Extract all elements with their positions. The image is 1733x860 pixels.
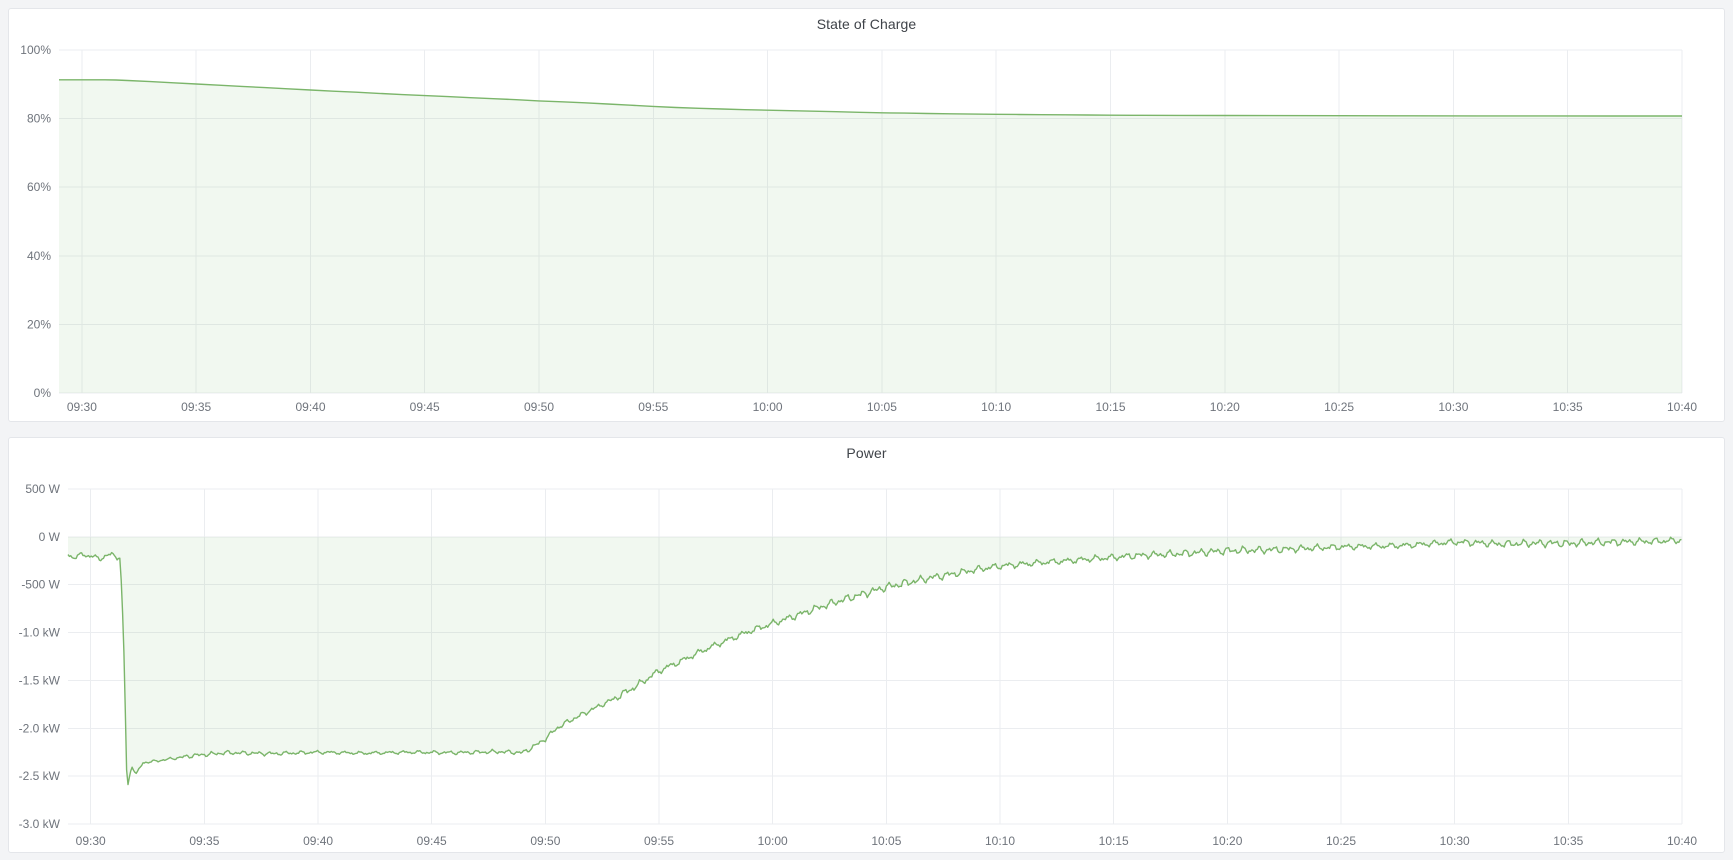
power-x-axis-labels: 09:30 09:35 09:40 09:45 09:50 09:55 10:00 10:05… [76,834,1698,848]
svg-text:10:40: 10:40 [1667,834,1697,848]
svg-text:10:20: 10:20 [1212,834,1242,848]
svg-text:0 W: 0 W [39,530,61,544]
svg-text:09:40: 09:40 [295,400,325,414]
svg-text:09:50: 09:50 [530,834,560,848]
soc-y-axis-labels: 100% 80% 60% 40% 20% 0% [20,43,51,400]
svg-text:10:05: 10:05 [871,834,901,848]
soc-series-fill [59,79,1682,394]
svg-text:-500 W: -500 W [21,578,60,592]
power-series-line [67,536,1682,786]
svg-text:10:30: 10:30 [1440,834,1470,848]
svg-text:-1.5 kW: -1.5 kW [19,673,61,687]
svg-text:10:35: 10:35 [1553,400,1583,414]
svg-text:09:45: 09:45 [417,834,447,848]
svg-text:-1.0 kW: -1.0 kW [19,626,61,640]
soc-x-axis-labels: 09:30 09:35 09:40 09:45 09:50 09:55 10:00 10:05… [67,400,1697,414]
svg-text:80%: 80% [27,112,51,126]
svg-text:-2.0 kW: -2.0 kW [19,721,61,735]
svg-text:09:35: 09:35 [181,400,211,414]
svg-text:09:55: 09:55 [644,834,674,848]
svg-text:-3.0 kW: -3.0 kW [19,817,61,831]
panel-power: 500 W 0 W -500 W -1.0 kW -1.5 kW -2.0 kW -2.5 … [8,437,1725,853]
svg-text:10:40: 10:40 [1667,400,1697,414]
svg-text:20%: 20% [27,317,51,331]
svg-text:10:15: 10:15 [1099,834,1129,848]
panel-header-power[interactable]: Power [9,438,1724,468]
svg-text:10:20: 10:20 [1210,400,1240,414]
svg-text:40%: 40% [27,249,51,263]
svg-text:10:35: 10:35 [1553,834,1583,848]
svg-text:10:15: 10:15 [1095,400,1125,414]
svg-text:60%: 60% [27,180,51,194]
svg-text:09:35: 09:35 [189,834,219,848]
svg-text:500 W: 500 W [25,482,60,496]
svg-text:10:00: 10:00 [753,400,783,414]
svg-text:10:30: 10:30 [1438,400,1468,414]
panel-state-of-charge: 100% 80% 60% 40% 20% 0% 09:30 09:35 09:40 09:45 09… [8,8,1725,422]
svg-text:10:10: 10:10 [981,400,1011,414]
svg-text:09:30: 09:30 [67,400,97,414]
svg-text:10:25: 10:25 [1324,400,1354,414]
power-chart-canvas[interactable]: 500 W 0 W -500 W -1.0 kW -1.5 kW -2.0 kW -2.5 … [10,439,1725,853]
panel-title-state-of-charge[interactable]: State of Charge [816,16,917,32]
svg-text:10:10: 10:10 [985,834,1015,848]
power-chart[interactable]: 500 W 0 W -500 W -1.0 kW -1.5 kW -2.0 kW -2.5 … [10,439,1725,853]
power-series-fill [68,536,1682,785]
svg-text:10:25: 10:25 [1326,834,1356,848]
svg-text:09:30: 09:30 [76,834,106,848]
soc-series-line [59,79,1682,117]
svg-text:10:00: 10:00 [758,834,788,848]
svg-text:0%: 0% [34,386,52,400]
svg-text:09:40: 09:40 [303,834,333,848]
svg-text:100%: 100% [20,43,51,57]
power-gridlines [68,488,1683,825]
soc-chart[interactable]: 100% 80% 60% 40% 20% 0% 09:30 09:35 09:40 09:45 09… [10,10,1725,422]
svg-text:-2.5 kW: -2.5 kW [19,769,61,783]
panel-title-power[interactable]: Power [846,445,887,461]
power-y-axis-labels: 500 W 0 W -500 W -1.0 kW -1.5 kW -2.0 kW -2.5 … [19,482,61,831]
svg-text:10:05: 10:05 [867,400,897,414]
soc-chart-canvas[interactable]: 100%80%60%40%20%0%09:30 09:35 09:40 09:45 09… [10,10,1725,422]
svg-text:09:55: 09:55 [638,400,668,414]
soc-gridlines [59,49,1683,394]
svg-text:09:50: 09:50 [524,400,554,414]
svg-text:09:45: 09:45 [410,400,440,414]
panel-header-state-of-charge[interactable]: State of Charge [9,9,1724,39]
